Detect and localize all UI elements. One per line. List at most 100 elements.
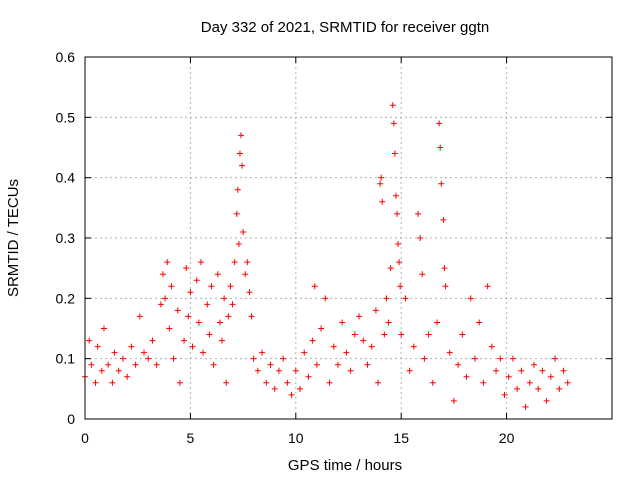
data-point bbox=[436, 120, 443, 127]
data-point bbox=[385, 319, 392, 326]
data-point bbox=[214, 271, 221, 278]
data-point bbox=[210, 361, 217, 368]
data-point bbox=[92, 379, 99, 386]
data-point bbox=[393, 210, 400, 217]
data-point bbox=[339, 319, 346, 326]
data-point bbox=[98, 367, 105, 374]
data-point bbox=[484, 283, 491, 290]
data-point bbox=[275, 367, 282, 374]
data-point bbox=[387, 265, 394, 272]
data-point bbox=[421, 355, 428, 362]
data-point bbox=[556, 385, 563, 392]
data-point bbox=[195, 319, 202, 326]
data-point bbox=[438, 180, 445, 187]
data-point bbox=[552, 355, 559, 362]
data-point bbox=[170, 355, 177, 362]
data-point bbox=[375, 379, 382, 386]
data-point bbox=[410, 343, 417, 350]
x-tick-label: 10 bbox=[288, 430, 304, 446]
data-point bbox=[132, 361, 139, 368]
data-point bbox=[216, 319, 223, 326]
data-point bbox=[440, 216, 447, 223]
y-tick-label: 0.4 bbox=[56, 170, 76, 186]
data-point bbox=[221, 295, 228, 302]
data-series bbox=[82, 102, 571, 410]
y-tick-label: 0.1 bbox=[56, 351, 76, 367]
data-point bbox=[522, 403, 529, 410]
x-tick-labels: 0 5 10 15 20 bbox=[81, 430, 514, 446]
x-tick-label: 5 bbox=[187, 430, 195, 446]
data-point bbox=[518, 367, 525, 374]
data-point bbox=[514, 385, 521, 392]
data-point bbox=[109, 379, 116, 386]
data-point bbox=[94, 343, 101, 350]
data-point bbox=[149, 337, 156, 344]
x-tick-label: 20 bbox=[499, 430, 515, 446]
data-point bbox=[292, 367, 299, 374]
data-point bbox=[377, 180, 384, 187]
data-point bbox=[305, 373, 312, 380]
data-point bbox=[459, 331, 466, 338]
data-point bbox=[480, 379, 487, 386]
y-tick-label: 0.6 bbox=[56, 49, 76, 65]
data-point bbox=[402, 295, 409, 302]
data-point bbox=[250, 355, 257, 362]
data-point bbox=[364, 361, 371, 368]
data-point bbox=[200, 349, 207, 356]
data-point bbox=[526, 379, 533, 386]
data-point bbox=[476, 319, 483, 326]
data-point bbox=[254, 367, 261, 374]
data-point bbox=[297, 385, 304, 392]
data-point bbox=[240, 228, 247, 235]
data-point bbox=[193, 277, 200, 284]
data-point bbox=[547, 373, 554, 380]
data-point bbox=[398, 331, 405, 338]
data-point bbox=[497, 355, 504, 362]
data-point bbox=[560, 367, 567, 374]
data-point bbox=[206, 331, 213, 338]
data-point bbox=[223, 379, 230, 386]
y-tick-label: 0.5 bbox=[56, 109, 76, 125]
data-point bbox=[318, 325, 325, 332]
data-point bbox=[239, 162, 246, 169]
data-point bbox=[351, 331, 358, 338]
data-point bbox=[181, 337, 188, 344]
data-point bbox=[242, 271, 249, 278]
data-point bbox=[446, 349, 453, 356]
y-tick-label: 0.3 bbox=[56, 230, 76, 246]
data-point bbox=[395, 241, 402, 248]
data-point bbox=[284, 379, 291, 386]
chart-title: Day 332 of 2021, SRMTID for receiver ggt… bbox=[201, 19, 489, 36]
data-point bbox=[450, 397, 457, 404]
data-point bbox=[166, 325, 173, 332]
data-point bbox=[531, 361, 538, 368]
data-point bbox=[379, 198, 386, 205]
data-point bbox=[406, 367, 413, 374]
data-point bbox=[280, 355, 287, 362]
data-point bbox=[535, 385, 542, 392]
x-tick-label: 15 bbox=[393, 430, 409, 446]
data-point bbox=[471, 355, 478, 362]
data-point bbox=[417, 235, 424, 241]
data-point bbox=[244, 259, 251, 266]
data-point bbox=[313, 361, 320, 368]
data-point bbox=[174, 307, 181, 314]
data-point bbox=[509, 355, 516, 362]
data-point bbox=[501, 391, 508, 398]
data-point bbox=[381, 331, 388, 338]
data-point bbox=[231, 259, 238, 266]
axis-ticks bbox=[84, 56, 612, 420]
data-point bbox=[378, 174, 385, 181]
y-tick-label: 0.2 bbox=[56, 290, 76, 306]
data-point bbox=[419, 271, 426, 278]
data-point bbox=[259, 349, 266, 356]
data-point bbox=[505, 373, 512, 380]
data-point bbox=[237, 132, 244, 139]
data-point bbox=[493, 367, 500, 374]
data-point bbox=[225, 313, 232, 320]
data-point bbox=[204, 301, 211, 308]
data-point bbox=[164, 259, 171, 266]
data-point bbox=[189, 343, 196, 350]
data-point bbox=[309, 337, 316, 344]
